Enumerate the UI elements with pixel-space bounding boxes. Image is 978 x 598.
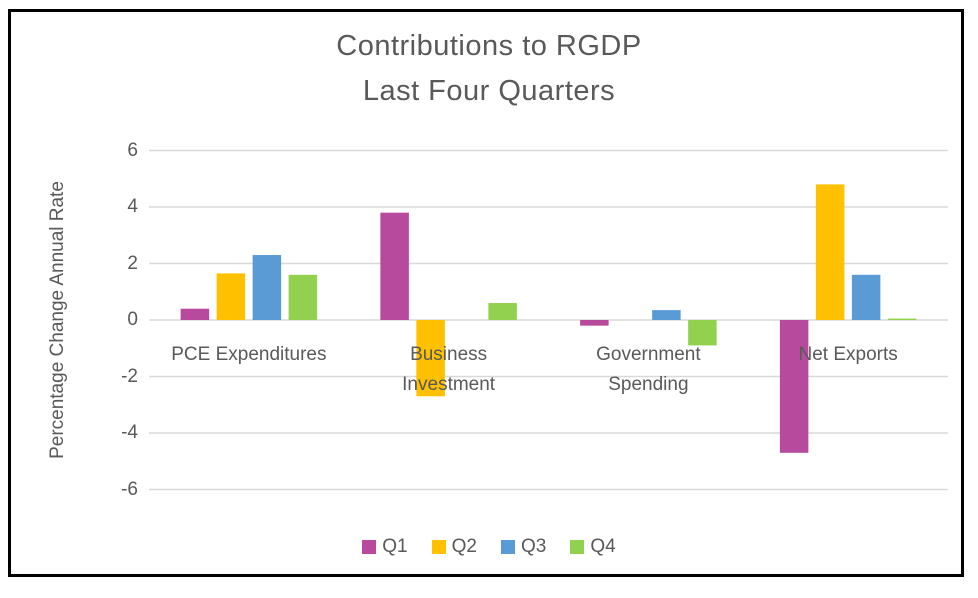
legend-item-q4: Q4 <box>570 536 616 558</box>
y-tick-4: 4 <box>127 196 138 217</box>
legend-label-q4: Q4 <box>590 536 616 557</box>
bar-Q3-net-exports <box>851 274 881 320</box>
legend-swatch-q1 <box>362 540 377 554</box>
y-tick-6: 6 <box>127 139 138 161</box>
chart-title-line-2: Last Four Quarters <box>362 75 616 107</box>
bar-Q4-government-spending <box>688 320 717 346</box>
category-label-government-spending: Government Spending <box>596 344 701 395</box>
legend-item-q3: Q3 <box>501 536 546 558</box>
y-tick--6: -6 <box>121 478 138 500</box>
bar-Q1-government-spending <box>580 320 609 326</box>
bar-Q1-pce-expenditures <box>180 308 210 320</box>
y-tick-0: 0 <box>127 309 138 330</box>
legend-label-q3: Q3 <box>521 536 547 557</box>
category-label-net-exports: Net Exports <box>798 344 898 365</box>
bar-Q4-business-investment <box>488 303 517 320</box>
legend-item-q1: Q1 <box>362 536 408 558</box>
legend-label-q2: Q2 <box>451 536 477 557</box>
bar-Q2-business-investment <box>416 320 445 397</box>
y-tick--4: -4 <box>121 422 138 443</box>
bar-Q3-pce-expenditures <box>252 255 282 320</box>
category-label-business-investment: Business Investment <box>402 344 496 395</box>
bar-Q2-pce-expenditures <box>216 273 246 320</box>
bar-Q4-pce-expenditures <box>288 274 318 320</box>
legend-swatch-q4 <box>570 540 585 554</box>
chart-title-line-1: Contributions to RGDP <box>336 30 642 62</box>
legend-label-q1: Q1 <box>382 536 408 557</box>
bar-Q2-net-exports <box>815 184 845 320</box>
bar-Q1-business-investment <box>380 212 409 320</box>
bar-Q4-net-exports <box>887 318 917 320</box>
chart-title: Contributions to RGDP Last Four Quarters <box>0 24 978 114</box>
y-tick-2: 2 <box>127 252 138 274</box>
y-tick--2: -2 <box>121 365 138 387</box>
legend-swatch-q2 <box>431 540 446 554</box>
legend-item-q2: Q2 <box>431 536 477 558</box>
category-label-pce-expenditures: PCE Expenditures <box>171 344 327 365</box>
bar-Q3-government-spending <box>652 310 681 320</box>
legend-swatch-q3 <box>501 540 515 554</box>
bar-Q1-net-exports <box>779 320 809 453</box>
legend: Q1 Q2 Q3 Q4 <box>0 534 978 560</box>
